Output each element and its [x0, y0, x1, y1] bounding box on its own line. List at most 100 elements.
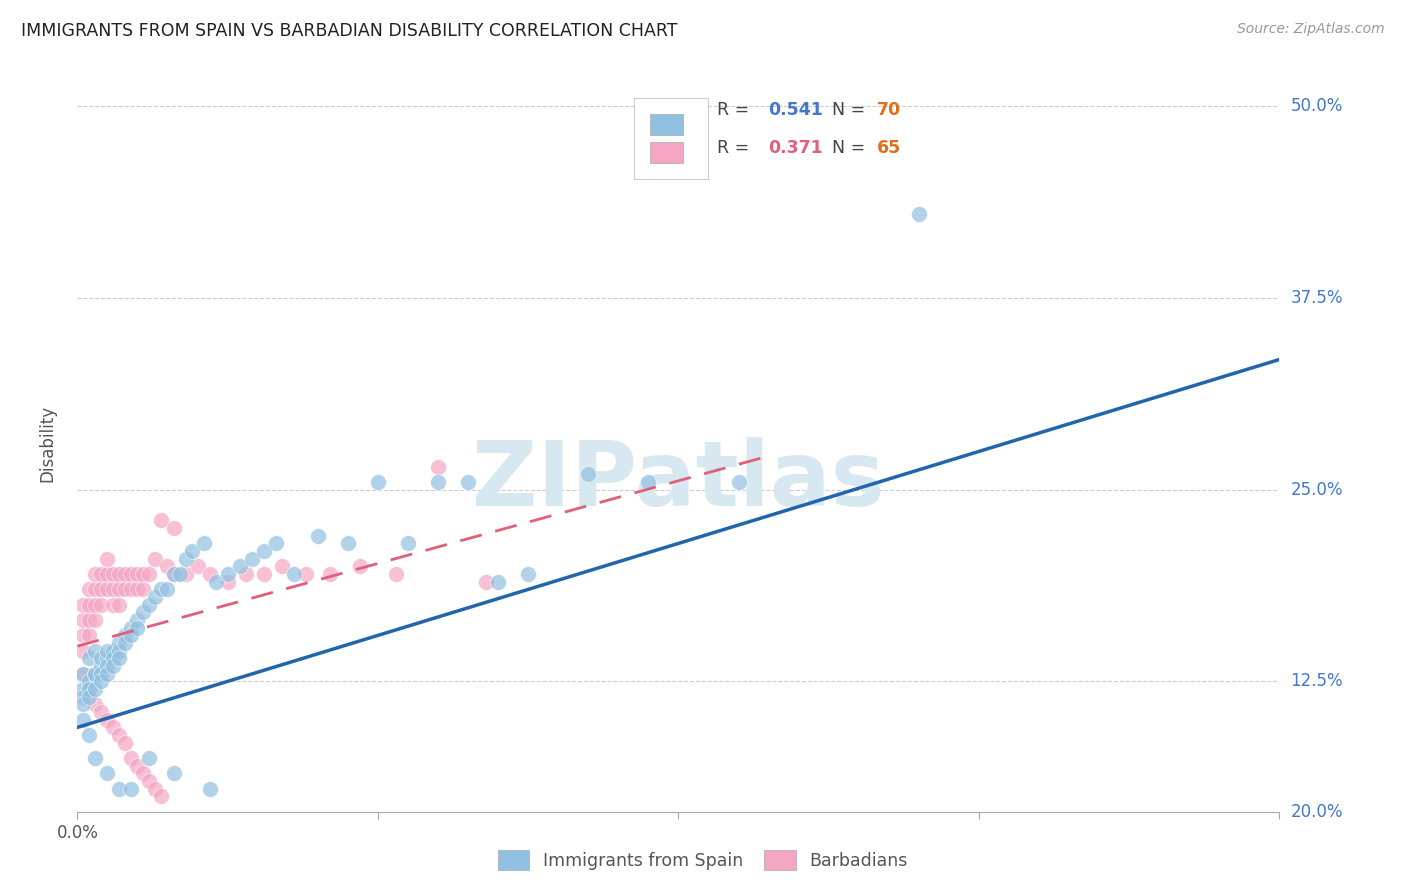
Point	[103, 659, 125, 673]
Point	[307, 529, 329, 543]
Point	[96, 713, 118, 727]
Point	[90, 674, 112, 689]
Point	[156, 559, 179, 574]
Point	[108, 728, 131, 742]
Point	[319, 567, 342, 582]
Point	[120, 781, 142, 796]
Text: 25.0%: 25.0%	[1291, 481, 1343, 499]
Point	[486, 574, 509, 589]
Legend: Immigrants from Spain, Barbadians: Immigrants from Spain, Barbadians	[489, 841, 917, 879]
Point	[79, 682, 101, 697]
Point	[84, 666, 107, 681]
Point	[150, 789, 173, 804]
Point	[108, 636, 131, 650]
Point	[79, 628, 101, 642]
Text: IMMIGRANTS FROM SPAIN VS BARBADIAN DISABILITY CORRELATION CHART: IMMIGRANTS FROM SPAIN VS BARBADIAN DISAB…	[21, 22, 678, 40]
Point	[79, 598, 101, 612]
Point	[174, 551, 197, 566]
Text: 12.5%: 12.5%	[1291, 673, 1343, 690]
Point	[908, 207, 931, 221]
Point	[150, 513, 173, 527]
Point	[114, 636, 136, 650]
Text: 65: 65	[877, 139, 901, 157]
Point	[132, 582, 155, 597]
Point	[204, 574, 226, 589]
Point	[193, 536, 215, 550]
Point	[90, 651, 112, 665]
Point	[576, 467, 599, 482]
Point	[114, 567, 136, 582]
Point	[96, 766, 118, 780]
Point	[72, 628, 94, 642]
Point	[228, 559, 250, 574]
Point	[264, 536, 287, 550]
Point	[108, 644, 131, 658]
Point	[72, 666, 94, 681]
Point	[270, 559, 292, 574]
Point	[120, 628, 142, 642]
Point	[114, 582, 136, 597]
Point	[475, 574, 498, 589]
Point	[103, 651, 125, 665]
Point	[114, 628, 136, 642]
Point	[217, 574, 239, 589]
Point	[637, 475, 659, 489]
Point	[427, 475, 450, 489]
Point	[217, 567, 239, 582]
Point	[138, 598, 160, 612]
Point	[84, 644, 107, 658]
Point	[294, 567, 316, 582]
Text: 70: 70	[877, 102, 901, 120]
Text: 20.0%: 20.0%	[1291, 803, 1343, 821]
Point	[72, 598, 94, 612]
Point	[96, 551, 118, 566]
Point	[120, 582, 142, 597]
Point	[79, 690, 101, 704]
Point	[96, 666, 118, 681]
Legend: , : ,	[640, 103, 703, 174]
Text: Source: ZipAtlas.com: Source: ZipAtlas.com	[1237, 22, 1385, 37]
Text: 50.0%: 50.0%	[1291, 97, 1343, 115]
Point	[84, 567, 107, 582]
Point	[727, 475, 749, 489]
Point	[145, 551, 167, 566]
Point	[96, 644, 118, 658]
Text: 37.5%: 37.5%	[1291, 289, 1343, 307]
Point	[108, 598, 131, 612]
Point	[79, 582, 101, 597]
Point	[145, 781, 167, 796]
Point	[103, 582, 125, 597]
Point	[253, 567, 276, 582]
Point	[108, 651, 131, 665]
Point	[84, 698, 107, 712]
Point	[84, 751, 107, 765]
Point	[72, 644, 94, 658]
Point	[90, 666, 112, 681]
Point	[336, 536, 359, 550]
Point	[96, 651, 118, 665]
Point	[103, 598, 125, 612]
Point	[253, 544, 276, 558]
Point	[127, 613, 149, 627]
Point	[186, 559, 209, 574]
Text: 0.371: 0.371	[769, 139, 824, 157]
Point	[240, 551, 263, 566]
Point	[162, 521, 184, 535]
Point	[108, 781, 131, 796]
Point	[84, 682, 107, 697]
Point	[138, 567, 160, 582]
Point	[138, 774, 160, 789]
Point	[96, 582, 118, 597]
Point	[120, 567, 142, 582]
Point	[127, 582, 149, 597]
Point	[385, 567, 408, 582]
Point	[517, 567, 540, 582]
Point	[162, 766, 184, 780]
Point	[132, 606, 155, 620]
Point	[90, 705, 112, 719]
Point	[103, 644, 125, 658]
Point	[90, 598, 112, 612]
Point	[198, 567, 221, 582]
Point	[283, 567, 305, 582]
Point	[427, 459, 450, 474]
